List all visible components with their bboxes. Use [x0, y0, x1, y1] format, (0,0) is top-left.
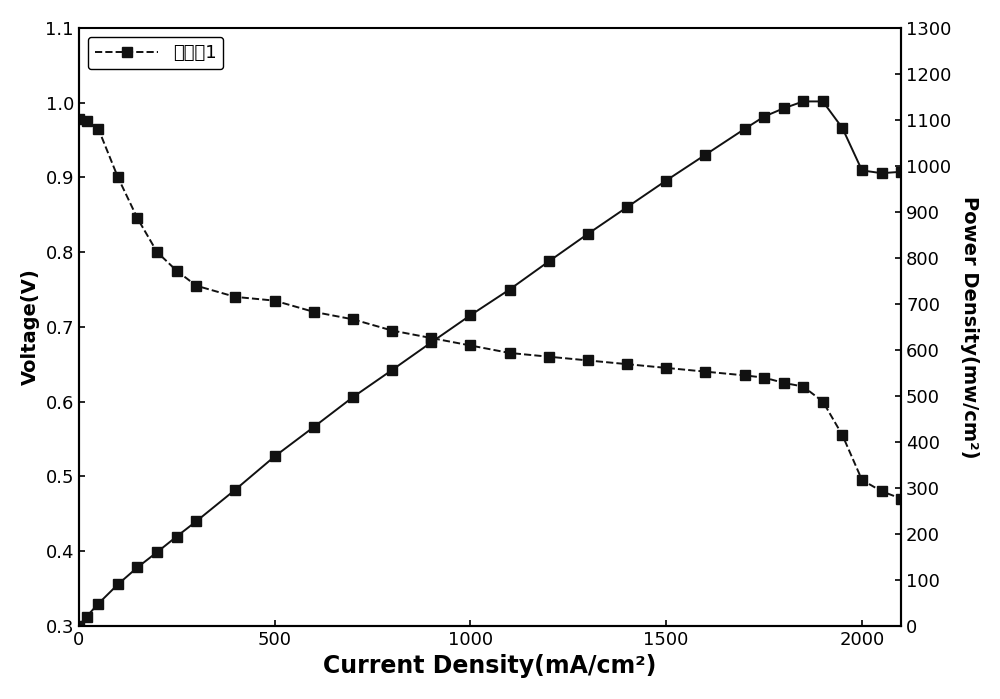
实施兙1	[151, 248, 163, 257]
实施兙1	[876, 487, 888, 496]
Y-axis label: Power Density(mw/cm²): Power Density(mw/cm²)	[960, 196, 979, 458]
实施兙1	[817, 397, 829, 405]
实施兙1	[464, 341, 476, 350]
实施兙1	[582, 356, 594, 365]
Y-axis label: Voltage(V): Voltage(V)	[21, 268, 40, 385]
实施兙1	[92, 124, 104, 133]
实施兙1	[758, 373, 770, 382]
实施兙1	[131, 214, 143, 222]
实施兙1	[386, 326, 398, 335]
X-axis label: Current Density(mA/cm²): Current Density(mA/cm²)	[323, 654, 657, 678]
Legend: 实施兙1: 实施兙1	[88, 37, 223, 69]
实施兙1	[895, 494, 907, 503]
Line: 实施兙1: 实施兙1	[74, 114, 906, 503]
实施兙1	[269, 296, 281, 305]
实施兙1	[778, 379, 790, 387]
实施兙1	[425, 334, 437, 343]
实施兙1	[699, 368, 711, 376]
实施兙1	[836, 431, 848, 440]
实施兙1	[171, 266, 183, 275]
实施兙1	[504, 349, 516, 357]
实施兙1	[347, 315, 359, 324]
实施兙1	[73, 115, 85, 123]
实施兙1	[543, 352, 555, 361]
实施兙1	[190, 282, 202, 290]
实施兙1	[308, 308, 320, 316]
实施兙1	[797, 382, 809, 391]
实施兙1	[81, 117, 93, 125]
实施兙1	[621, 360, 633, 368]
实施兙1	[660, 363, 672, 372]
实施兙1	[739, 371, 751, 380]
实施兙1	[856, 476, 868, 484]
实施兙1	[112, 173, 124, 182]
实施兙1	[229, 293, 241, 301]
